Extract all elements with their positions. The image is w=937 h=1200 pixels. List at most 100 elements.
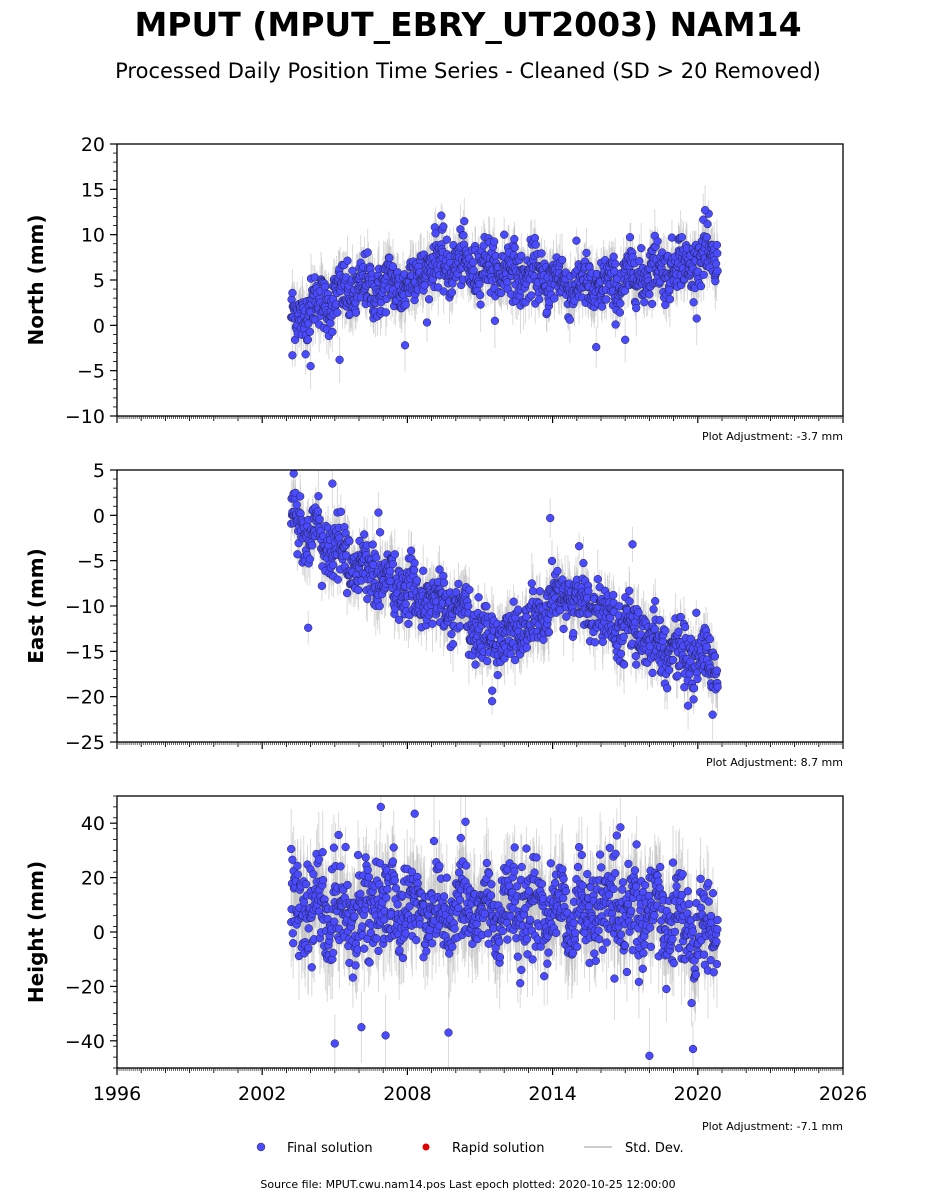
final-solution-point [546, 513, 555, 523]
final-solution-points [287, 206, 722, 371]
std-dev-bars [290, 470, 719, 741]
final-solution-point [598, 637, 607, 647]
final-solution-point [531, 240, 540, 249]
final-solution-point [500, 230, 509, 239]
final-solution-point [609, 252, 618, 261]
final-solution-point [710, 652, 720, 661]
final-solution-point [651, 596, 660, 606]
final-solution-point [535, 587, 545, 596]
final-solution-point [522, 612, 531, 622]
final-solution-point [696, 282, 706, 291]
final-solution-point [308, 541, 317, 550]
final-solution-point [673, 671, 682, 680]
plot-adjustment: Plot Adjustment: -3.7 mm [702, 430, 843, 443]
final-solution-point [375, 601, 384, 611]
final-solution-point [459, 231, 468, 240]
final-solution-point [713, 249, 722, 258]
final-solution-point [328, 479, 337, 488]
final-solution-point [351, 308, 361, 317]
y-tick-label: −5 [77, 361, 105, 383]
final-solution-point [306, 361, 315, 371]
final-solution-point [292, 500, 301, 510]
final-solution-point [455, 622, 465, 631]
final-solution-point [703, 219, 712, 229]
final-solution-point [420, 281, 429, 290]
final-solution-point [354, 585, 363, 595]
final-solution-point [288, 288, 297, 298]
final-solution-point [547, 556, 557, 566]
final-solution-point [385, 253, 394, 263]
final-solution-point [488, 686, 497, 695]
final-solution-point [510, 243, 519, 252]
final-solution-point [448, 279, 457, 288]
final-solution-point [544, 628, 554, 637]
final-solution-point [712, 666, 722, 675]
final-solution-point [328, 327, 337, 337]
final-solution-point [632, 660, 641, 669]
final-solution-point [582, 248, 591, 258]
final-solution-point [699, 270, 708, 279]
final-solution-point [584, 586, 593, 596]
north-panel: −10 −5 0 5 10 15 20 North (mm) Plot Adjustment: … [24, 134, 844, 443]
final-solution-point [348, 266, 357, 275]
final-solution-point [648, 668, 657, 678]
final-solution-point [705, 634, 715, 644]
final-solution-point [482, 602, 491, 611]
final-solution-point [333, 575, 342, 584]
final-solution-point [388, 559, 398, 569]
final-solution-point [574, 542, 584, 551]
final-solution-point [692, 608, 701, 617]
final-solution-point [680, 622, 690, 632]
final-solution-point [326, 319, 335, 328]
final-solution-point [465, 585, 474, 594]
final-solution-point [619, 660, 629, 669]
final-solution-point [296, 492, 305, 501]
final-solution-point [333, 308, 342, 317]
final-solution-point [289, 469, 298, 478]
final-solution-point [476, 300, 485, 309]
final-solution-point [460, 217, 469, 226]
final-solution-point [343, 256, 352, 265]
final-solution-point [702, 233, 711, 242]
chart-title: MPUT (MPUT_EBRY_UT2003) NAM14 [134, 5, 801, 44]
final-solution-point [653, 237, 662, 246]
final-solution-point [301, 350, 310, 359]
final-solution-point [625, 586, 634, 595]
final-solution-point [625, 233, 635, 242]
y-axis-label: North (mm) [24, 214, 48, 345]
final-solution-point [490, 316, 500, 325]
final-solution-point [522, 643, 531, 652]
final-solution-point [609, 590, 618, 600]
final-solution-point [712, 240, 722, 250]
y-tick-label: 0 [93, 315, 105, 337]
final-solution-point [683, 701, 693, 710]
final-solution-point [692, 314, 701, 323]
final-solution-point [668, 655, 678, 665]
y-tick-label: 5 [93, 270, 105, 292]
final-solution-point [593, 574, 602, 584]
final-solution-point [527, 579, 536, 588]
final-solution-point [464, 602, 473, 611]
final-solution-point [315, 515, 324, 524]
final-solution-point [510, 234, 519, 244]
final-solution-point [689, 695, 698, 704]
plot-frame [116, 469, 844, 743]
final-solution-point [390, 550, 399, 559]
final-solution-point [328, 560, 338, 570]
final-solution-point [454, 579, 463, 589]
y-tick-label: −5 [77, 551, 105, 573]
final-solution-point [514, 605, 523, 614]
final-solution-point [313, 507, 323, 516]
final-solution-point [372, 553, 381, 562]
final-solution-point [565, 315, 574, 324]
final-solution-point [304, 623, 313, 632]
final-solution-point [665, 295, 675, 304]
final-solution-point [374, 508, 383, 517]
final-solution-point [369, 560, 378, 570]
y-tick-label: 15 [81, 179, 105, 201]
final-solution-point [700, 206, 710, 215]
final-solution-point [475, 279, 484, 289]
final-solution-point [363, 248, 372, 257]
